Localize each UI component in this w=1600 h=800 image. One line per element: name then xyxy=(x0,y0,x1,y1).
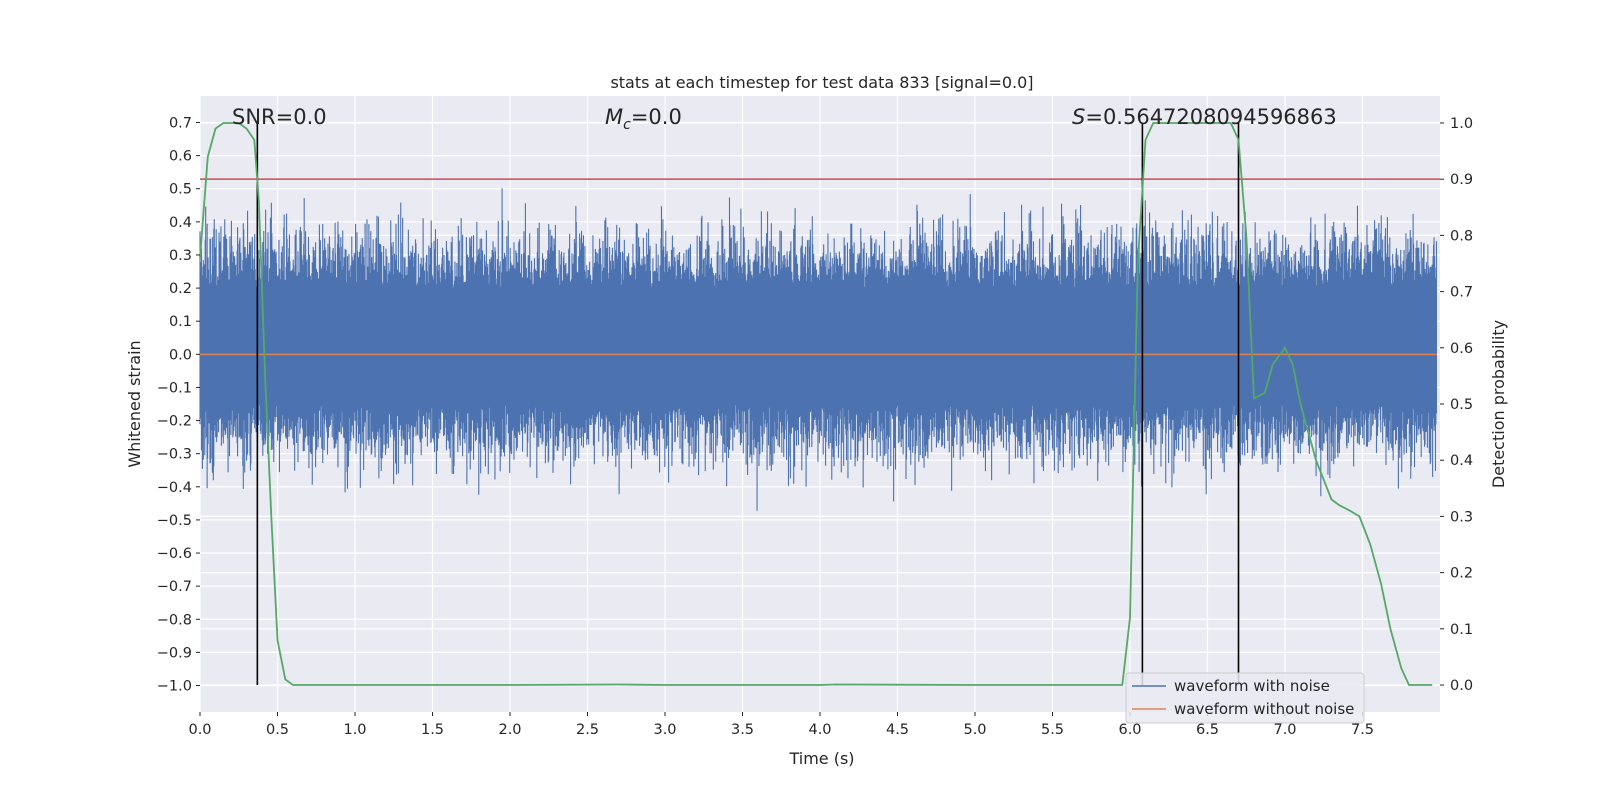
y-tick-label: −0.9 xyxy=(157,645,192,661)
legend-label-noisy: waveform with noise xyxy=(1174,677,1330,695)
y2-axis-label: Detection probability xyxy=(1489,320,1508,488)
y2-tick-label: 0.0 xyxy=(1450,678,1473,694)
y-tick-label: 0.1 xyxy=(169,314,192,330)
mc-subscript: c xyxy=(623,117,631,133)
y-tick-label: −0.5 xyxy=(157,513,192,529)
x-tick-label: 6.5 xyxy=(1196,722,1219,738)
y-tick-label: 0.4 xyxy=(169,215,192,231)
y-axis-label: Whitened strain xyxy=(125,340,144,467)
y-tick-label: −1.0 xyxy=(157,679,192,695)
noisy-waveform-core xyxy=(200,288,1437,404)
detection-probability-line xyxy=(199,122,1433,686)
y-tick-label: −0.1 xyxy=(157,380,192,396)
y-tick-label: −0.4 xyxy=(157,480,192,496)
x-tick-label: 0.0 xyxy=(188,722,211,738)
x-tick-label: 1.0 xyxy=(343,722,366,738)
y2-tick-label: 0.6 xyxy=(1450,341,1473,357)
y2-axis-ticks: 1.0 0.9 0.8 0.7 0.6 0.5 0.4 0.3 0.2 0.1 0.0 xyxy=(1440,116,1473,694)
legend: waveform with noise waveform without noi… xyxy=(1125,672,1365,724)
x-tick-label: 3.5 xyxy=(731,722,754,738)
y-tick-label: 0.2 xyxy=(169,281,192,297)
y-tick-label: 0.6 xyxy=(169,149,192,165)
y2-tick-label: 0.9 xyxy=(1450,172,1473,188)
y-tick-label: 0.3 xyxy=(169,248,192,264)
y-tick-label: −0.8 xyxy=(157,612,192,628)
mc-annotation: Mc=0.0 xyxy=(605,105,682,133)
x-tick-label: 3.0 xyxy=(653,722,676,738)
snr-annotation: SNR=0.0 xyxy=(232,105,327,129)
y2-tick-label: 0.7 xyxy=(1450,285,1473,301)
legend-box xyxy=(1125,672,1365,724)
x-axis-ticks: 0.0 0.5 1.0 1.5 2.0 2.5 3.0 3.5 4.0 4.5 5.0 5.5 6.0 6… xyxy=(188,712,1374,738)
chart-title: stats at each timestep for test data 833… xyxy=(610,73,1033,92)
mc-value: =0.0 xyxy=(631,105,682,129)
x-tick-label: 7.0 xyxy=(1273,722,1296,738)
y2-tick-label: 0.3 xyxy=(1450,509,1473,525)
x-tick-label: 2.5 xyxy=(576,722,599,738)
s-value: =0.5647208094596863 xyxy=(1085,105,1336,129)
x-tick-label: 6.0 xyxy=(1118,722,1141,738)
y2-tick-label: 0.4 xyxy=(1450,453,1473,469)
event-vertical-lines xyxy=(256,122,1240,686)
y2-tick-label: 0.2 xyxy=(1450,566,1473,582)
y-tick-label: −0.2 xyxy=(157,414,192,430)
x-axis-label: Time (s) xyxy=(788,749,854,768)
y-tick-label: −0.6 xyxy=(157,546,192,562)
y-tick-label: 0.7 xyxy=(169,115,192,131)
y-tick-label: 0.0 xyxy=(169,347,192,363)
x-tick-label: 5.0 xyxy=(963,722,986,738)
x-tick-label: 1.5 xyxy=(421,722,444,738)
x-tick-label: 0.5 xyxy=(266,722,289,738)
x-tick-label: 4.0 xyxy=(808,722,831,738)
y-tick-label: −0.3 xyxy=(157,447,192,463)
y-axis-ticks: 0.7 0.6 0.5 0.4 0.3 0.2 0.1 0.0 −0.1 −0.2 −0.3 −0.4… xyxy=(157,115,200,695)
y2-tick-label: 0.8 xyxy=(1450,228,1473,244)
x-tick-label: 2.0 xyxy=(498,722,521,738)
y2-tick-label: 0.1 xyxy=(1450,622,1473,638)
legend-label-clean: waveform without noise xyxy=(1174,700,1354,718)
x-tick-label: 5.5 xyxy=(1041,722,1064,738)
y2-tick-label: 0.5 xyxy=(1450,397,1473,413)
x-tick-label: 7.5 xyxy=(1351,722,1374,738)
y2-tick-label: 1.0 xyxy=(1450,116,1473,132)
waveform-with-noise-series xyxy=(199,188,1437,511)
s-symbol: S xyxy=(1072,105,1085,129)
y-tick-label: −0.7 xyxy=(157,579,192,595)
y-tick-label: 0.5 xyxy=(169,182,192,198)
mc-symbol: M xyxy=(605,105,623,129)
x-tick-label: 4.5 xyxy=(886,722,909,738)
s-annotation: S=0.5647208094596863 xyxy=(1072,105,1337,129)
